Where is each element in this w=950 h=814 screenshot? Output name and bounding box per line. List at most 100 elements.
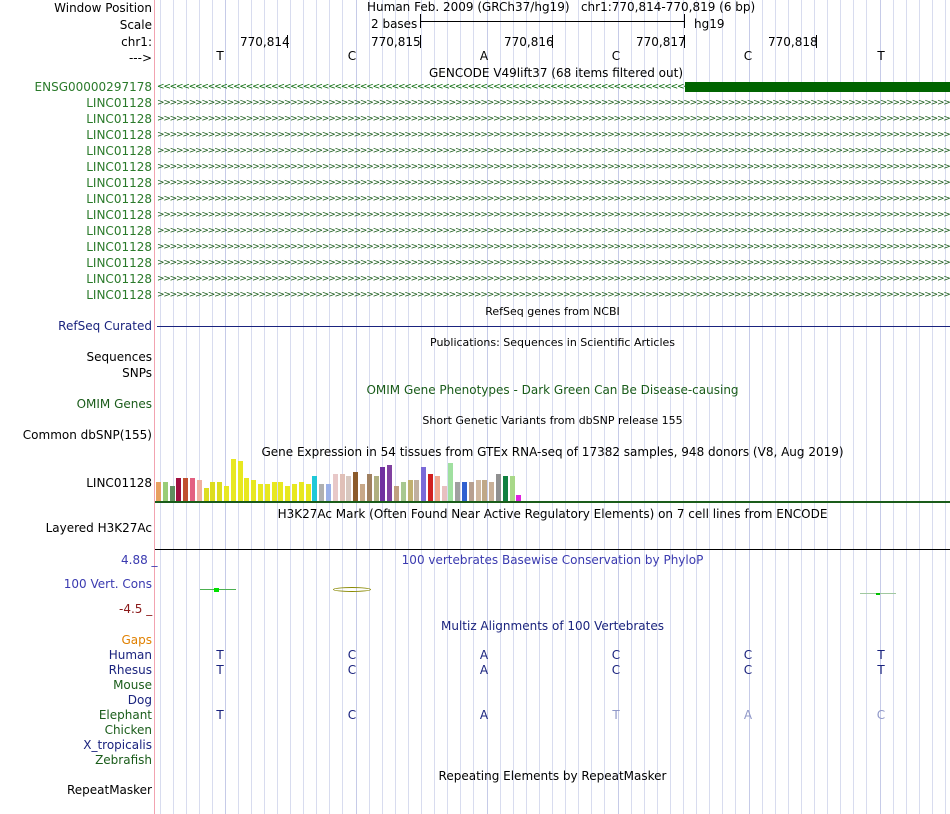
gene-feature-ensg[interactable]: <<<<<<<<<<<<<<<<<<<<<<<<<<<<<<<<<<<<<<<<…: [157, 83, 685, 92]
species-label-mouse[interactable]: Mouse: [113, 678, 152, 692]
gtex-tissue-bar[interactable]: [238, 461, 243, 501]
gene-label[interactable]: LINC01128: [86, 112, 152, 126]
snps-label[interactable]: SNPs: [122, 366, 152, 380]
gtex-tissue-bar[interactable]: [510, 476, 515, 501]
sequences-label[interactable]: Sequences: [86, 350, 152, 364]
gene-label[interactable]: LINC01128: [86, 192, 152, 206]
gtex-tissue-bar[interactable]: [516, 495, 521, 501]
gtex-tissue-bar[interactable]: [285, 486, 290, 501]
gene-label[interactable]: LINC01128: [86, 272, 152, 286]
multiz-track-title[interactable]: Multiz Alignments of 100 Vertebrates: [440, 619, 665, 633]
omim-label[interactable]: OMIM Genes: [76, 397, 152, 411]
gtex-tissue-bar[interactable]: [476, 480, 481, 501]
gtex-tissue-bar[interactable]: [448, 463, 453, 501]
gtex-tissue-bar[interactable]: [421, 467, 426, 501]
gtex-tissue-bar[interactable]: [319, 484, 324, 501]
gtex-tissue-bar[interactable]: [387, 465, 392, 501]
dbsnp-track-title[interactable]: Short Genetic Variants from dbSNP releas…: [422, 414, 683, 427]
gtex-tissue-bar[interactable]: [401, 482, 406, 501]
gene-label[interactable]: LINC01128: [86, 208, 152, 222]
gtex-tissue-bar[interactable]: [197, 480, 202, 501]
gene-label[interactable]: LINC01128: [86, 160, 152, 174]
gene-label[interactable]: LINC01128: [86, 144, 152, 158]
gtex-tissue-bar[interactable]: [326, 484, 331, 501]
species-label-elephant[interactable]: Elephant: [98, 708, 152, 722]
gtex-tissue-bar[interactable]: [156, 482, 161, 501]
gene-feature[interactable]: >>>>>>>>>>>>>>>>>>>>>>>>>>>>>>>>>>>>>>>>…: [157, 211, 950, 220]
gtex-tissue-bar[interactable]: [340, 474, 345, 501]
publications-track-title[interactable]: Publications: Sequences in Scientific Ar…: [430, 336, 675, 349]
gene-feature[interactable]: >>>>>>>>>>>>>>>>>>>>>>>>>>>>>>>>>>>>>>>>…: [157, 179, 950, 188]
gtex-tissue-bar[interactable]: [278, 482, 283, 501]
gtex-tissue-bar[interactable]: [176, 478, 181, 501]
gtex-tissue-bar[interactable]: [374, 476, 379, 501]
dbsnp-label[interactable]: Common dbSNP(155): [22, 428, 152, 442]
refseq-label[interactable]: RefSeq Curated: [58, 319, 152, 333]
gtex-tissue-bar[interactable]: [190, 478, 195, 501]
gene-label-ensg[interactable]: ENSG00000297178: [34, 80, 152, 94]
species-label-rhesus[interactable]: Rhesus: [108, 663, 152, 677]
gtex-tissue-bar[interactable]: [244, 478, 249, 501]
h3k27ac-label[interactable]: Layered H3K27Ac: [45, 521, 152, 535]
gtex-tissue-bar[interactable]: [312, 476, 317, 501]
gene-label[interactable]: LINC01128: [86, 288, 152, 302]
gtex-tissue-bar[interactable]: [292, 484, 297, 501]
gene-feature[interactable]: >>>>>>>>>>>>>>>>>>>>>>>>>>>>>>>>>>>>>>>>…: [157, 131, 950, 140]
gtex-tissue-bar[interactable]: [265, 484, 270, 501]
gtex-tissue-bar[interactable]: [469, 482, 474, 501]
gtex-tissue-bar[interactable]: [346, 476, 351, 501]
species-label-dog[interactable]: Dog: [127, 693, 152, 707]
gtex-tissue-bar[interactable]: [367, 474, 372, 501]
gtex-tissue-bar[interactable]: [435, 476, 440, 501]
gtex-tissue-bar[interactable]: [299, 482, 304, 501]
gene-feature[interactable]: >>>>>>>>>>>>>>>>>>>>>>>>>>>>>>>>>>>>>>>>…: [157, 275, 950, 284]
gtex-tissue-bar[interactable]: [217, 482, 222, 501]
gene-feature[interactable]: >>>>>>>>>>>>>>>>>>>>>>>>>>>>>>>>>>>>>>>>…: [157, 163, 950, 172]
gene-label[interactable]: LINC01128: [86, 224, 152, 238]
gencode-track-title[interactable]: GENCODE V49lift37 (68 items filtered out…: [429, 66, 684, 80]
gtex-tissue-bar[interactable]: [258, 484, 263, 501]
gtex-tissue-bar[interactable]: [428, 474, 433, 501]
gtex-tissue-bar[interactable]: [210, 482, 215, 501]
gene-label[interactable]: LINC01128: [86, 96, 152, 110]
gtex-tissue-bar[interactable]: [380, 467, 385, 501]
refseq-feature-line[interactable]: [157, 326, 950, 327]
gene-label[interactable]: LINC01128: [86, 176, 152, 190]
h3k27ac-track-title[interactable]: H3K27Ac Mark (Often Found Near Active Re…: [277, 507, 828, 521]
gtex-tissue-bar[interactable]: [360, 484, 365, 501]
species-label-zebrafish[interactable]: Zebrafish: [95, 753, 152, 767]
gtex-track-title[interactable]: Gene Expression in 54 tissues from GTEx …: [261, 445, 844, 459]
phylop-track-title[interactable]: 100 vertebrates Basewise Conservation by…: [401, 553, 704, 567]
gtex-tissue-bar[interactable]: [482, 480, 487, 501]
gene-label[interactable]: LINC01128: [86, 128, 152, 142]
species-label-xtropicalis[interactable]: X_tropicalis: [83, 738, 152, 752]
gene-exon-block[interactable]: [685, 82, 950, 92]
gtex-tissue-bar[interactable]: [455, 482, 460, 501]
gene-label[interactable]: LINC01128: [86, 256, 152, 270]
gtex-tissue-bar[interactable]: [163, 482, 168, 501]
gtex-tissue-bar[interactable]: [394, 486, 399, 501]
gtex-tissue-bar[interactable]: [224, 486, 229, 501]
gtex-bar-chart[interactable]: [156, 459, 556, 501]
gtex-tissue-bar[interactable]: [306, 484, 311, 501]
repeatmasker-track-title[interactable]: Repeating Elements by RepeatMasker: [438, 769, 667, 783]
gene-feature[interactable]: >>>>>>>>>>>>>>>>>>>>>>>>>>>>>>>>>>>>>>>>…: [157, 227, 950, 236]
gtex-tissue-bar[interactable]: [462, 482, 467, 501]
refseq-track-title[interactable]: RefSeq genes from NCBI: [485, 305, 620, 318]
omim-track-title[interactable]: OMIM Gene Phenotypes - Dark Green Can Be…: [366, 383, 739, 397]
gtex-tissue-bar[interactable]: [496, 474, 501, 501]
gtex-tissue-bar[interactable]: [408, 480, 413, 501]
gene-feature[interactable]: >>>>>>>>>>>>>>>>>>>>>>>>>>>>>>>>>>>>>>>>…: [157, 243, 950, 252]
gene-label[interactable]: LINC01128: [86, 240, 152, 254]
gtex-tissue-bar[interactable]: [503, 476, 508, 501]
species-label-human[interactable]: Human: [108, 648, 152, 662]
gtex-tissue-bar[interactable]: [442, 486, 447, 501]
gtex-tissue-bar[interactable]: [414, 480, 419, 501]
species-label-chicken[interactable]: Chicken: [104, 723, 152, 737]
gene-feature[interactable]: >>>>>>>>>>>>>>>>>>>>>>>>>>>>>>>>>>>>>>>>…: [157, 147, 950, 156]
gtex-tissue-bar[interactable]: [272, 482, 277, 501]
gene-feature[interactable]: >>>>>>>>>>>>>>>>>>>>>>>>>>>>>>>>>>>>>>>>…: [157, 195, 950, 204]
gtex-tissue-bar[interactable]: [170, 486, 175, 501]
gtex-tissue-bar[interactable]: [489, 482, 494, 501]
gtex-tissue-bar[interactable]: [353, 472, 358, 501]
